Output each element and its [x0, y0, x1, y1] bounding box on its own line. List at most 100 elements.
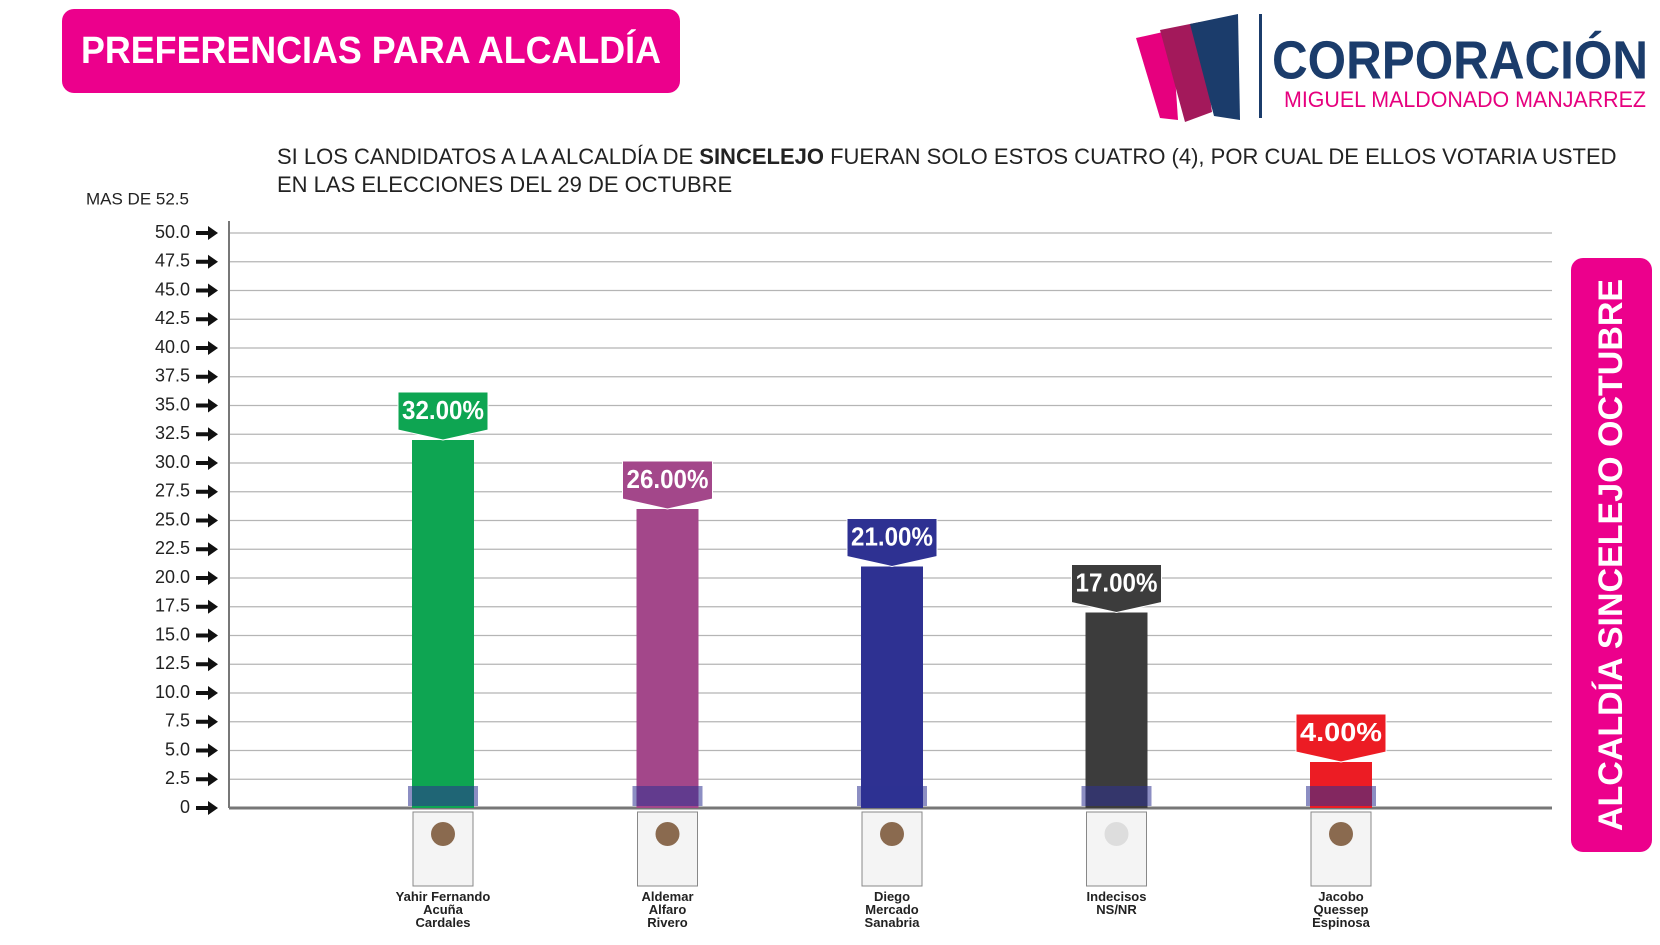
tick-arrow	[196, 283, 218, 298]
bar-base	[632, 786, 703, 806]
logo-mark	[1136, 14, 1262, 122]
y-tick-label: 25.0	[155, 509, 190, 529]
y-tick-label: 17.5	[155, 596, 190, 616]
y-tick-label: 37.5	[155, 366, 190, 386]
candidate-photo-face	[431, 822, 455, 846]
bar-base	[408, 786, 478, 806]
value-label-box	[1071, 564, 1162, 614]
value-label: 26.00%	[627, 464, 709, 494]
value-label-box	[1295, 713, 1387, 763]
candidate-photo-face	[1104, 822, 1129, 846]
bar	[412, 440, 474, 808]
tick-arrow	[196, 312, 218, 327]
tick-arrow	[196, 599, 218, 614]
y-tick-label: 30.0	[155, 452, 190, 472]
y-tick-label: 35.0	[155, 394, 190, 414]
x-tick-label-line: Diego	[874, 889, 910, 904]
tick-arrow	[196, 513, 218, 528]
y-tick-label: 10.0	[155, 682, 190, 702]
tick-arrow	[196, 743, 218, 758]
x-tick-label: Jacobo Quessep Espinosa	[1312, 889, 1371, 930]
candidate-photo-face	[655, 822, 680, 846]
y-tick-label: 40.0	[155, 337, 190, 357]
bar-base	[1081, 786, 1152, 806]
tick-arrow	[196, 657, 218, 672]
bar	[1085, 612, 1148, 808]
x-tick-label-line: Mercado	[865, 902, 919, 917]
bar-base	[1306, 786, 1376, 806]
x-tick-label: Indecisos NS/NR	[1087, 889, 1147, 917]
value-label-box	[397, 391, 489, 441]
y-tick-label: 12.5	[155, 653, 190, 673]
tick-arrow	[196, 341, 218, 355]
tick-arrow	[196, 456, 218, 470]
y-tick-label: 20.0	[155, 567, 190, 587]
x-tick-label: Aldemar Alfaro Rivero	[641, 889, 693, 930]
x-tick-label: Diego Mercado Sanabria	[865, 889, 921, 930]
subtitle-part: SI LOS CANDIDATOS A LA ALCALDÍA DE	[277, 144, 699, 169]
x-tick-label-line: Espinosa	[1312, 915, 1371, 930]
x-tick-label-line: Sanabria	[865, 915, 921, 930]
subtitle-part: FUERAN SOLO ESTOS CUATRO (4), POR CUAL D…	[824, 144, 1617, 169]
tick-arrow	[196, 369, 218, 384]
tick-arrow	[196, 484, 218, 499]
y-tick-label: 50.0	[155, 222, 190, 242]
candidate-photo-face	[1329, 822, 1353, 846]
candidate-photo	[412, 811, 474, 887]
x-tick-label-line: Rivero	[647, 915, 688, 930]
tick-arrow	[196, 714, 218, 729]
x-tick-label-line: Quessep	[1314, 902, 1369, 917]
side-box	[1571, 258, 1652, 852]
y-tick-label: 27.5	[155, 481, 190, 501]
logo-title: CORPORACIÓN	[1272, 30, 1648, 90]
value-label-box	[846, 518, 938, 568]
y-tick-label: 0	[180, 797, 190, 817]
candidate-photo-face	[880, 822, 904, 846]
value-label-box	[622, 460, 713, 510]
value-label: 21.00%	[851, 521, 933, 551]
value-label: 4.00%	[1300, 717, 1382, 747]
bar	[636, 509, 699, 808]
y-tick-label: 15.0	[155, 624, 190, 644]
y-tick-label: 2.5	[165, 768, 190, 788]
y-tick-label: 47.5	[155, 251, 190, 271]
x-tick-label-line: Jacobo	[1318, 889, 1364, 904]
x-tick-label-line: Yahir Fernando	[396, 889, 491, 904]
y-tick-label: 32.5	[155, 423, 190, 443]
subtitle-part: SINCELEJO	[699, 144, 824, 169]
tick-arrow	[196, 254, 218, 269]
tick-arrow	[196, 427, 218, 442]
x-tick-label-line: Alfaro	[649, 902, 687, 917]
y-tick-label: 7.5	[165, 711, 190, 731]
tick-arrow	[196, 571, 218, 585]
bar-base	[857, 786, 927, 806]
tick-arrow	[196, 398, 218, 413]
y-tick-label: 5.0	[165, 739, 190, 759]
x-tick-label-line: Aldemar	[641, 889, 693, 904]
y-tick-label: 22.5	[155, 538, 190, 558]
tick-arrow	[196, 801, 218, 815]
axis-top-label: MAS DE 52.5	[86, 189, 189, 208]
bar	[861, 566, 923, 808]
x-tick-label: Yahir Fernando Acuña Cardales	[396, 889, 491, 930]
x-tick-label-line: Indecisos	[1087, 889, 1147, 904]
value-label: 32.00%	[402, 395, 484, 425]
tick-arrow	[196, 628, 218, 643]
x-tick-label-line: Acuña	[423, 902, 464, 917]
subtitle: SI LOS CANDIDATOS A LA ALCALDÍA DE SINCE…	[277, 144, 1617, 169]
value-label: 17.00%	[1076, 567, 1158, 597]
tick-arrow	[196, 542, 218, 557]
logo-subtitle: MIGUEL MALDONADO MANJARREZ	[1284, 87, 1646, 112]
chart-title: PREFERENCIAS PARA ALCALDÍA	[81, 28, 661, 72]
tick-arrow	[196, 686, 218, 700]
y-tick-label: 45.0	[155, 279, 190, 299]
tick-arrow	[196, 772, 218, 787]
x-tick-label-line: Cardales	[416, 915, 471, 930]
side-label: ALCALDÍA SINCELEJO OCTUBRE	[1592, 279, 1630, 831]
subtitle: EN LAS ELECCIONES DEL 29 DE OCTUBRE	[277, 172, 732, 197]
y-tick-label: 42.5	[155, 308, 190, 328]
title-box	[62, 9, 680, 93]
tick-arrow	[196, 226, 218, 240]
x-tick-label-line: NS/NR	[1096, 902, 1137, 917]
